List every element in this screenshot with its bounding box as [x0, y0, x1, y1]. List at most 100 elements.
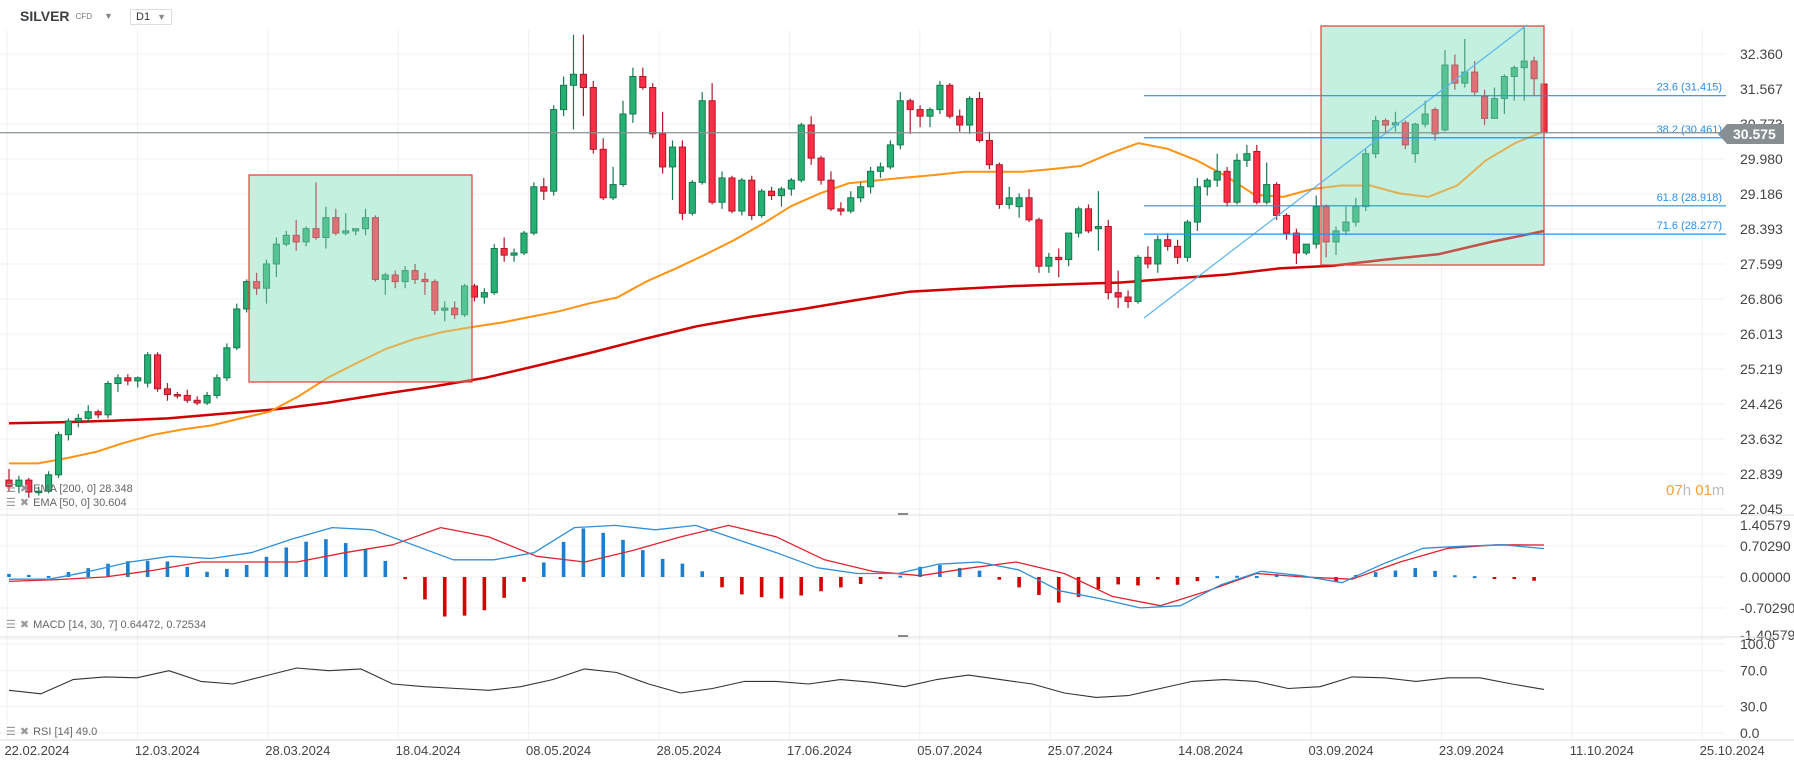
candle — [1381, 118, 1390, 134]
close-icon[interactable]: ✖ — [19, 483, 30, 495]
close-icon[interactable]: ✖ — [19, 497, 30, 509]
macd-histogram-bar — [1037, 577, 1041, 595]
candle-body — [1154, 239, 1162, 265]
date-tick-label: 14.08.2024 — [1178, 743, 1243, 758]
candle — [421, 272, 429, 295]
rsi-tick-label: 70.0 — [1740, 663, 1767, 679]
date-tick-label: 12.03.2024 — [135, 743, 200, 758]
candle — [629, 67, 637, 123]
candle-body — [639, 75, 647, 89]
candles — [5, 27, 1548, 498]
candle-body — [1183, 221, 1192, 258]
symbol-selector[interactable]: SILVER CFD ▼ — [20, 8, 113, 24]
candle — [15, 475, 23, 494]
candle-body — [391, 274, 399, 283]
candle-body — [1203, 179, 1211, 188]
macd-histogram-bar — [185, 566, 190, 577]
rectangle-drawing — [249, 175, 472, 382]
menu-icon[interactable]: ☰ — [6, 619, 16, 631]
candle — [975, 91, 984, 143]
candle-body — [153, 354, 162, 390]
menu-icon[interactable]: ☰ — [6, 483, 16, 495]
candle-body — [223, 347, 231, 379]
menu-icon[interactable]: ☰ — [6, 497, 16, 509]
candle — [84, 405, 92, 423]
legend-rsi[interactable]: ☰ ✖ RSI [14] 49.0 — [6, 725, 98, 739]
drawn-rectangles[interactable] — [249, 26, 1544, 382]
candle — [688, 180, 696, 216]
candle — [619, 100, 627, 187]
candle-body — [1510, 67, 1518, 77]
candle-body — [896, 100, 904, 146]
macd-histogram-bar — [858, 577, 863, 585]
candle — [1094, 191, 1102, 251]
chevron-down-icon[interactable]: ▼ — [103, 11, 113, 21]
macd-tick-label: -0.70290 — [1740, 600, 1794, 616]
candle — [1441, 50, 1449, 132]
candle-body — [1213, 170, 1221, 181]
legend-ema200[interactable]: ☰ ✖ EMA [200, 0] 28.348 — [6, 482, 133, 496]
macd-histogram-bar — [1373, 572, 1378, 577]
candle-body — [1471, 71, 1479, 93]
fibonacci-retracement[interactable]: 23.6 (31.415) 38.2 (30.461) 61.8 (28.918) 7… — [1143, 24, 1726, 319]
timeframe-select[interactable]: D1 ▼ — [130, 9, 172, 25]
candle-body — [342, 230, 350, 234]
price-tick-label: 23.632 — [1740, 431, 1783, 447]
candle-body — [460, 285, 469, 316]
candle-body — [322, 217, 330, 239]
candle — [1520, 27, 1528, 101]
rectangle-drawing-border — [248, 174, 473, 383]
candle — [1065, 232, 1073, 267]
candle-body — [1045, 256, 1053, 267]
date-tick-label: 28.05.2024 — [656, 743, 721, 758]
candle — [272, 237, 280, 278]
candle — [985, 131, 993, 170]
candle-body — [906, 100, 914, 111]
candle — [708, 83, 716, 205]
candle — [738, 177, 746, 216]
close-icon[interactable]: ✖ — [19, 726, 30, 738]
candle-body — [1025, 197, 1033, 221]
candle — [1015, 193, 1023, 218]
candle-body — [302, 228, 310, 243]
macd-histogram-bar — [601, 532, 605, 577]
candle-body — [975, 98, 984, 141]
date-tick-label: 23.09.2024 — [1439, 743, 1504, 758]
candle-body — [1322, 206, 1330, 243]
macd-histogram-bar — [363, 549, 368, 577]
candle-body — [1273, 184, 1281, 216]
macd-histogram-bar — [799, 577, 804, 596]
rsi-line — [8, 667, 1545, 698]
rectangle-overlays[interactable] — [248, 25, 1545, 383]
candle — [1134, 255, 1142, 304]
macd-histogram-bar — [621, 539, 625, 577]
candle — [560, 76, 568, 117]
candle — [1045, 252, 1053, 273]
candle — [995, 162, 1003, 209]
candle — [460, 283, 469, 317]
macd-histogram-bar — [1175, 577, 1180, 585]
candle-body — [1332, 230, 1340, 243]
legend-ema50[interactable]: ☰ ✖ EMA [50, 0] 30.604 — [6, 496, 127, 510]
candle-body — [550, 109, 558, 192]
candle-body — [361, 217, 370, 230]
candle — [104, 380, 112, 419]
candle-body — [985, 139, 993, 166]
legend-macd[interactable]: ☰ ✖ MACD [14, 30, 7] 0.64472, 0.72534 — [6, 618, 206, 632]
candle-body — [579, 73, 587, 89]
menu-icon[interactable]: ☰ — [6, 726, 16, 738]
macd-histogram-bar — [641, 550, 645, 577]
candle — [144, 352, 152, 388]
candle — [1372, 116, 1380, 159]
candle-body — [233, 308, 241, 349]
candle-body — [797, 124, 805, 181]
candle — [906, 98, 914, 134]
candle-body — [282, 234, 290, 245]
candle-body — [738, 179, 746, 212]
legend-rsi-text: RSI [14] 49.0 — [33, 725, 98, 738]
close-icon[interactable]: ✖ — [19, 619, 30, 631]
candle — [1312, 195, 1320, 249]
candle-body — [1223, 170, 1231, 203]
candle-body — [609, 184, 617, 199]
